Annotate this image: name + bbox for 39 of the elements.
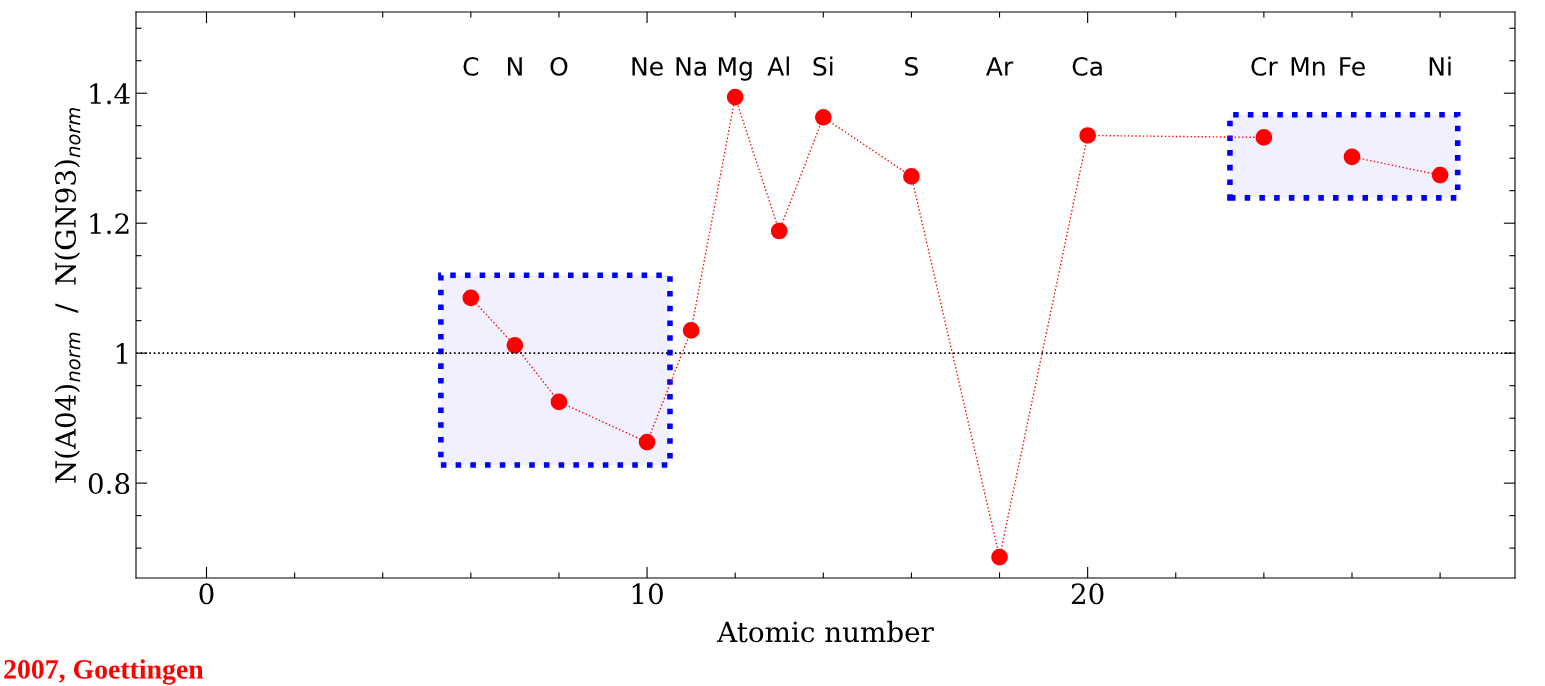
annotation: O [550, 56, 568, 76]
point [1079, 127, 1096, 144]
x-tick-label: 10 [632, 583, 663, 605]
annotation: Mn [1291, 57, 1325, 76]
annotation: Mg [718, 57, 752, 81]
annotation: Ar [986, 57, 1014, 76]
point [1431, 166, 1449, 184]
point [726, 88, 744, 106]
point [550, 393, 568, 411]
point [1255, 129, 1273, 146]
annotation: S [905, 56, 918, 76]
text: 2007, Goettingen [4, 659, 204, 685]
x-tick-label: 0 [199, 583, 214, 605]
y-tick-label: 1.2 [90, 213, 129, 235]
point [814, 108, 832, 126]
annotation: C [463, 56, 479, 76]
point [462, 289, 480, 307]
annotation: Si [813, 56, 833, 76]
y-tick-label: 1 [116, 343, 128, 364]
annotation: Na [676, 57, 706, 76]
annotation: N [508, 57, 522, 76]
annotation: Al [767, 56, 789, 76]
y-tick-label: 1.4 [90, 83, 130, 105]
annotation: Ni [1429, 56, 1451, 76]
y-tick-label: 0.8 [88, 473, 130, 495]
annotation: Ca [1072, 56, 1102, 76]
point [682, 322, 700, 339]
x-axis-title: Atomic number [716, 620, 934, 643]
point [1343, 148, 1361, 166]
annotation: Fe [1340, 57, 1365, 76]
y-axis-title: N(A04)$_{norm}$ / N(GN93)$_{norm}$ [54, 108, 81, 483]
point [770, 222, 788, 240]
point [903, 168, 920, 185]
point [991, 548, 1008, 566]
point [506, 337, 524, 354]
annotation: Ne [632, 57, 663, 76]
annotation: Cr [1251, 56, 1278, 76]
point [638, 433, 656, 451]
x-tick-label: 20 [1071, 583, 1104, 605]
